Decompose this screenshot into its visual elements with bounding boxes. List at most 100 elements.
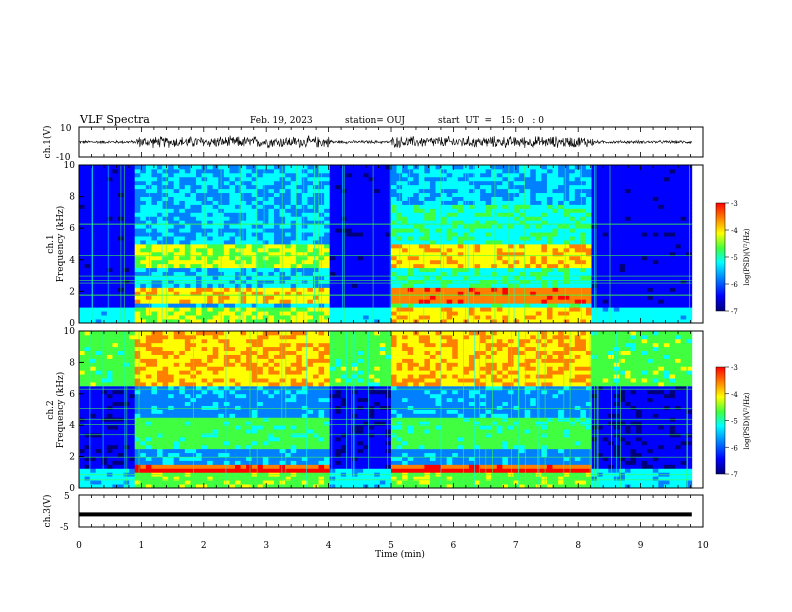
spectrogram-cell — [569, 283, 576, 288]
spectrogram-cell — [407, 247, 414, 253]
spectrogram-cell — [585, 244, 592, 249]
spectrogram-cell — [374, 192, 381, 197]
spectrogram-cell — [90, 409, 97, 414]
spectrogram-cell — [79, 299, 85, 304]
spectrogram-cell — [413, 303, 420, 308]
spectrogram-cell — [647, 279, 654, 284]
spectrogram-cell — [363, 287, 370, 292]
spectrogram-cell — [190, 244, 197, 249]
spectrogram-cell — [424, 291, 431, 296]
spectrogram-cell — [574, 228, 581, 233]
spectrogram-cell — [162, 184, 169, 190]
spectrogram-cell — [101, 405, 108, 410]
spectrogram-cell — [619, 319, 626, 324]
spectrogram-cell — [156, 259, 163, 265]
spectrogram-cell — [84, 433, 91, 438]
spectrogram-cell — [485, 216, 492, 221]
spectrogram-cell — [385, 165, 392, 170]
spectrogram-cell — [524, 236, 531, 241]
spectrogram-cell — [324, 188, 331, 194]
spectrogram-cell — [552, 244, 559, 249]
spectrogram-cell — [79, 393, 85, 399]
spectrogram-cell — [441, 188, 448, 194]
spectrogram-cell — [636, 255, 643, 261]
spectrogram-cell — [541, 184, 548, 190]
spectrogram-cell — [569, 184, 576, 190]
spectrogram-cell — [251, 275, 258, 280]
spectrogram-cell — [246, 176, 253, 182]
spectrogram-cell — [184, 299, 191, 304]
spectrogram-cell — [240, 271, 247, 276]
spectrogram-cell — [630, 291, 637, 296]
spectrogram-cell — [530, 168, 537, 174]
spectrogram-cell — [435, 220, 442, 225]
spectrogram-cell — [95, 338, 102, 344]
spectrogram-cell — [162, 267, 169, 273]
spectrogram-cell — [669, 303, 676, 308]
spectrogram-cell — [602, 200, 609, 205]
spectrogram-cell — [541, 180, 548, 186]
spectrogram-cell — [156, 236, 163, 241]
spectrogram-cell — [474, 168, 481, 174]
spectrogram-cell — [285, 224, 292, 229]
spectrogram-cell — [307, 220, 314, 225]
spectrogram-cell — [602, 212, 609, 217]
spectrogram-cell — [429, 311, 436, 316]
spectrogram-cell — [680, 232, 687, 237]
spectrogram-cell — [140, 188, 147, 194]
spectrogram-cell — [123, 184, 130, 190]
spectrogram-cell — [390, 267, 397, 273]
spectrogram-cell — [463, 184, 470, 190]
spectrogram-cell — [613, 208, 620, 213]
spectrogram-cell — [106, 366, 113, 371]
spectrogram-cell — [296, 267, 303, 273]
spectrogram-cell — [602, 172, 609, 178]
spectrogram-cell — [251, 192, 258, 197]
spectrogram-cell — [424, 232, 431, 237]
spectrogram-cell — [647, 232, 654, 237]
spectrogram-cell — [441, 224, 448, 229]
spectrogram-cell — [608, 291, 615, 296]
spectrogram-cell — [251, 259, 258, 265]
spectrogram-cell — [251, 255, 258, 261]
spectrogram-cell — [402, 200, 409, 205]
spectrogram-cell — [630, 283, 637, 288]
spectrogram-cell — [145, 362, 152, 367]
spectrogram-cell — [541, 263, 548, 269]
spectrogram-cell — [608, 172, 615, 178]
spectrogram-cell — [452, 220, 459, 225]
spectrogram-cell — [558, 192, 565, 197]
spectrogram-cell — [329, 232, 336, 237]
spectrogram-cell — [641, 291, 648, 296]
spectrogram-cell — [106, 350, 113, 355]
spectrogram-cell — [134, 374, 141, 379]
spectrogram-cell — [145, 295, 152, 300]
spectrogram-cell — [602, 267, 609, 273]
spectrogram-cell — [335, 319, 342, 324]
spectrogram-cell — [413, 255, 420, 261]
spectrogram-cell — [558, 184, 565, 190]
spectrogram-cell — [201, 228, 208, 233]
spectrogram-cell — [168, 208, 175, 213]
spectrogram-cell — [552, 279, 559, 284]
spectrogram-cell — [597, 216, 604, 221]
spectrogram-cell — [190, 188, 197, 194]
spectrogram-cell — [658, 172, 665, 178]
spectrogram-cell — [346, 168, 353, 174]
spectrogram-cell — [541, 165, 548, 170]
spectrogram-cell — [546, 319, 553, 324]
spectrogram-cell — [112, 405, 119, 410]
spectrogram-cell — [429, 208, 436, 213]
spectrogram-cell — [262, 212, 269, 217]
spectrogram-cell — [680, 224, 687, 229]
spectrogram-cell — [641, 251, 648, 257]
spectrogram-cell — [79, 196, 85, 201]
spectrogram-cell — [535, 279, 542, 284]
spectrogram-cell — [357, 311, 364, 316]
spectrogram-cell — [134, 436, 141, 442]
spectrogram-cell — [324, 212, 331, 217]
spectrogram-cell — [301, 236, 308, 241]
spectrogram-cell — [168, 228, 175, 233]
spectrogram-cell — [190, 259, 197, 265]
spectrogram-cell — [212, 303, 219, 308]
